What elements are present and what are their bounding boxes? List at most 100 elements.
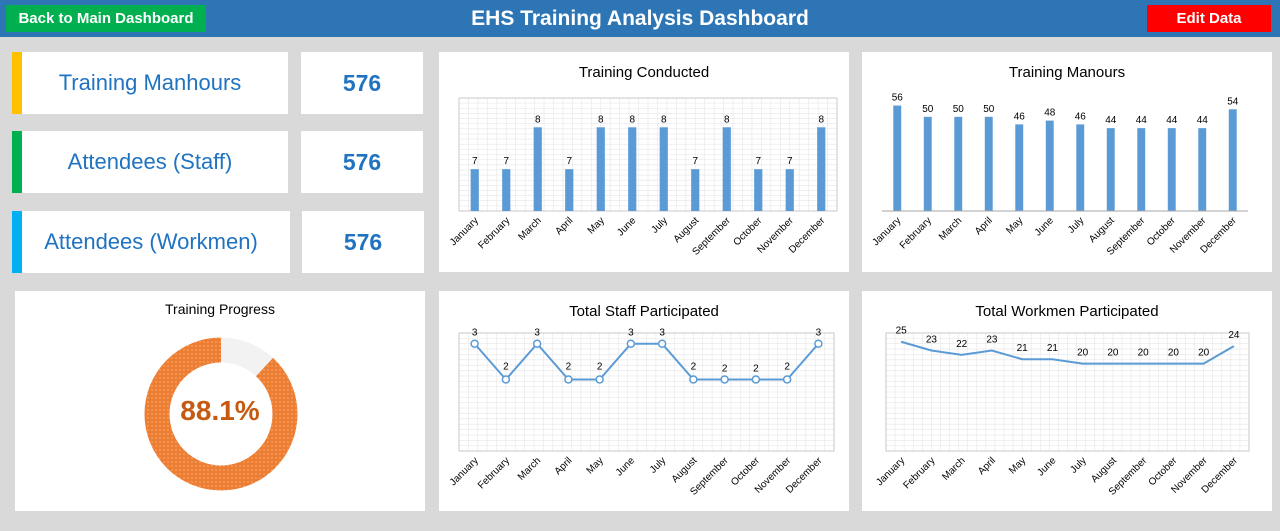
data-point xyxy=(564,375,573,384)
x-tick-label: April xyxy=(553,215,575,237)
data-point xyxy=(720,375,729,384)
data-label: 8 xyxy=(724,114,730,125)
kpi-training-manhours-label: Training Manhours xyxy=(58,70,242,95)
x-tick-label: March xyxy=(516,455,543,482)
bar xyxy=(691,169,700,211)
data-point xyxy=(689,375,698,384)
data-point xyxy=(470,339,479,348)
x-tick-label: April xyxy=(553,455,575,477)
bar xyxy=(923,116,932,211)
data-point xyxy=(532,339,542,348)
bar xyxy=(817,127,826,211)
x-tick-label: March xyxy=(940,455,967,482)
x-tick-label: August xyxy=(1089,455,1119,485)
bar xyxy=(893,105,902,211)
training-progress-title: Training Progress xyxy=(165,301,275,317)
data-label: 3 xyxy=(659,328,665,339)
kpi-attendees-staff-value: 576 xyxy=(301,131,423,193)
plot-grid xyxy=(885,332,1250,452)
back-to-main-dashboard-button[interactable]: Back to Main Dashboard xyxy=(6,5,206,32)
x-tick-label: June xyxy=(615,215,638,238)
total-workmen-participated-panel: Total Workmen Participated 25 23 22 23 21 21 2… xyxy=(862,291,1272,511)
chart-title: Training Manours xyxy=(1008,64,1126,81)
data-label: 8 xyxy=(598,114,604,125)
data-label: 3 xyxy=(628,328,634,339)
training-conducted-panel: Training Conducted 7 7 8 7 8 8 8 7 8 7 7 8 January Fe… xyxy=(439,52,849,272)
chart-title: Total Staff Participated xyxy=(569,303,719,320)
x-tick-label: June xyxy=(1035,455,1058,478)
data-label: 46 xyxy=(1014,111,1026,122)
data-label: 7 xyxy=(472,156,478,167)
kpi-attendees-workmen-card: Attendees (Workmen) xyxy=(12,211,290,273)
progress-fill xyxy=(144,337,298,491)
kpi-attendees-workmen-value: 576 xyxy=(302,211,424,273)
data-label: 7 xyxy=(503,156,509,167)
data-label: 20 xyxy=(1107,348,1119,359)
progress-donut xyxy=(144,337,298,491)
data-point xyxy=(782,375,792,384)
x-tick-label: July xyxy=(648,455,668,475)
x-tick-label: July xyxy=(1068,455,1088,475)
x-tick-label: May xyxy=(1007,455,1028,476)
bar xyxy=(533,127,542,211)
data-label: 8 xyxy=(535,114,541,125)
bar xyxy=(502,169,511,211)
data-point xyxy=(595,375,604,384)
edit-data-button[interactable]: Edit Data xyxy=(1147,5,1271,32)
x-tick-label: February xyxy=(476,455,512,491)
data-label: 44 xyxy=(1197,115,1209,126)
x-tick-label: August xyxy=(1087,215,1117,245)
data-label: 7 xyxy=(787,156,793,167)
data-label: 2 xyxy=(503,361,509,372)
data-label: 3 xyxy=(816,328,822,339)
data-label: 44 xyxy=(1105,115,1117,126)
data-label: 54 xyxy=(1227,96,1239,107)
data-label: 56 xyxy=(892,93,904,104)
data-label: 7 xyxy=(755,156,761,167)
chart-title: Training Conducted xyxy=(578,64,710,81)
x-tick-label: March xyxy=(516,215,543,242)
data-label: 20 xyxy=(1198,348,1210,359)
bar xyxy=(954,116,963,211)
x-tick-label: June xyxy=(614,455,637,478)
data-label: 24 xyxy=(1228,330,1240,341)
data-point xyxy=(626,339,636,348)
data-point xyxy=(501,375,511,384)
kpi-accent-bar xyxy=(12,211,22,273)
bar xyxy=(785,169,794,211)
data-label: 2 xyxy=(753,363,759,374)
bar xyxy=(628,127,637,211)
data-label: 21 xyxy=(1047,343,1059,354)
data-label: 2 xyxy=(691,361,697,372)
data-label: 2 xyxy=(597,361,603,372)
plot-grid xyxy=(458,97,838,212)
bar xyxy=(1106,128,1115,211)
data-label: 2 xyxy=(784,361,790,372)
kpi-training-manhours-value: 576 xyxy=(301,52,423,114)
x-tick-label: July xyxy=(1066,215,1086,235)
bar xyxy=(565,169,574,211)
data-label: 44 xyxy=(1136,115,1148,126)
bar xyxy=(1015,124,1024,211)
data-label: 20 xyxy=(1077,348,1089,359)
training-manours-panel: Training Manours 56 50 50 50 46 48 46 44 44 44 44 5… xyxy=(862,52,1272,272)
bar xyxy=(722,127,731,211)
bar xyxy=(984,116,993,211)
x-tick-label: June xyxy=(1033,215,1056,238)
x-tick-label: April xyxy=(976,455,998,477)
x-tick-label: August xyxy=(670,455,700,485)
x-tick-label: February xyxy=(901,455,937,491)
series-line xyxy=(473,342,820,382)
x-tick-label: May xyxy=(586,215,607,236)
bar xyxy=(659,127,668,211)
data-label: 50 xyxy=(922,104,934,115)
series-line xyxy=(900,340,1235,365)
bar xyxy=(1137,128,1146,211)
data-point xyxy=(657,339,667,348)
x-tick-label: May xyxy=(1004,215,1025,236)
total-staff-participated-panel: Total Staff Participated 3 2 3 2 2 3 3 2 2 2 2 3 Jan… xyxy=(439,291,849,511)
data-label: 20 xyxy=(1138,348,1150,359)
kpi-attendees-workmen-label: Attendees (Workmen) xyxy=(44,229,258,254)
